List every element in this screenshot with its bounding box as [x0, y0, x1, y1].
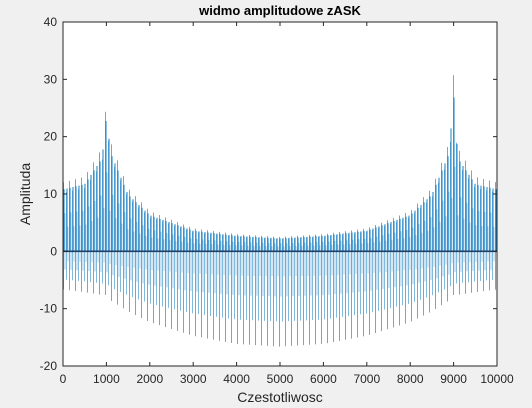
x-tick-label: 8000 [397, 372, 424, 386]
y-tick-label: 40 [44, 15, 58, 29]
x-tick-label: 6000 [310, 372, 337, 386]
x-tick-label: 7000 [353, 372, 380, 386]
y-tick-label: 20 [44, 130, 58, 144]
plot-area [63, 22, 497, 366]
x-axis-title: Czestotliwosc [237, 389, 323, 405]
spectrum-series [63, 75, 497, 347]
y-axis-title: Amplituda [17, 163, 33, 225]
chart-title: widmo amplitudowe zASK [198, 3, 361, 18]
y-tick-label: -10 [40, 302, 58, 316]
x-tick-label: 0 [60, 372, 67, 386]
x-tick-label: 9000 [440, 372, 467, 386]
x-tick-label: 3000 [180, 372, 207, 386]
x-axis: 0 1000 2000 3000 4000 5000 6000 7000 8000 9000 100… [60, 22, 514, 386]
x-tick-label: 4000 [223, 372, 250, 386]
x-tick-label: 5000 [267, 372, 294, 386]
x-tick-label: 1000 [93, 372, 120, 386]
y-tick-label: 10 [44, 187, 58, 201]
y-tick-label: -20 [40, 359, 58, 373]
x-tick-label: 10000 [480, 372, 514, 386]
y-axis: -20 -10 0 10 20 30 40 [40, 15, 497, 373]
y-tick-label: 0 [50, 244, 57, 258]
x-tick-label: 2000 [136, 372, 163, 386]
y-tick-label: 30 [44, 72, 58, 86]
